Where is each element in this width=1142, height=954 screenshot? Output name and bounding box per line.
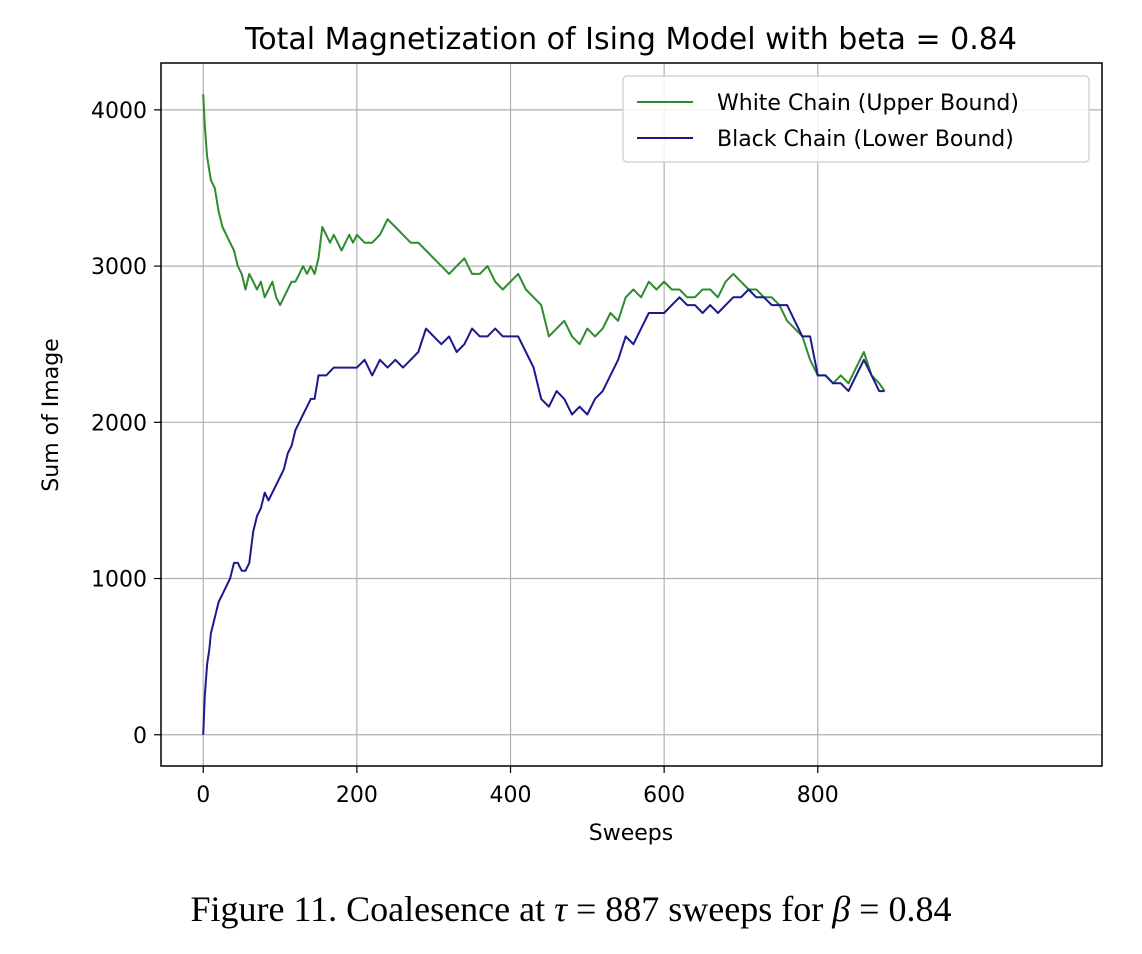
caption-beta-symbol: β	[832, 889, 851, 929]
series-line-black-chain	[202, 288, 885, 735]
chart: Total Magnetization of Ising Model with …	[39, 22, 1103, 846]
caption-beta-equals: = 0.84	[850, 889, 952, 929]
legend-label: White Chain (Upper Bound)	[717, 91, 1019, 116]
series-layer	[202, 94, 886, 735]
caption-tau-symbol: τ	[554, 889, 567, 929]
x-tick-label: 600	[643, 783, 685, 808]
legend-box	[622, 75, 1090, 163]
series-line-white-chain	[202, 94, 886, 392]
y-axis-label: Sum of Image	[39, 338, 64, 491]
plot-frame	[160, 62, 1103, 767]
y-tick-label: 2000	[91, 411, 147, 436]
y-tick-label: 3000	[91, 255, 147, 280]
caption-prefix: Figure 11. Coalesence at	[190, 889, 555, 929]
y-tick-label: 1000	[91, 568, 147, 593]
figure-caption: Figure 11. Coalesence at τ = 887 sweeps …	[0, 888, 1142, 930]
x-tick-label: 800	[797, 783, 839, 808]
legend-label: Black Chain (Lower Bound)	[717, 127, 1014, 152]
chart-title: Total Magnetization of Ising Model with …	[244, 22, 1017, 57]
x-tick-label: 200	[336, 783, 378, 808]
caption-tau-equals: = 887 sweeps for	[566, 889, 833, 929]
y-tick-label: 0	[133, 724, 147, 749]
legend: White Chain (Upper Bound) Black Chain (Lo…	[622, 75, 1090, 163]
y-tick-label: 4000	[91, 99, 147, 124]
x-tick-label: 0	[196, 783, 210, 808]
x-tick-label: 400	[490, 783, 532, 808]
ticks: 0 200 400 600 800 0 1000 2000 3000 4000	[91, 99, 839, 808]
x-axis-label: Sweeps	[589, 821, 673, 846]
